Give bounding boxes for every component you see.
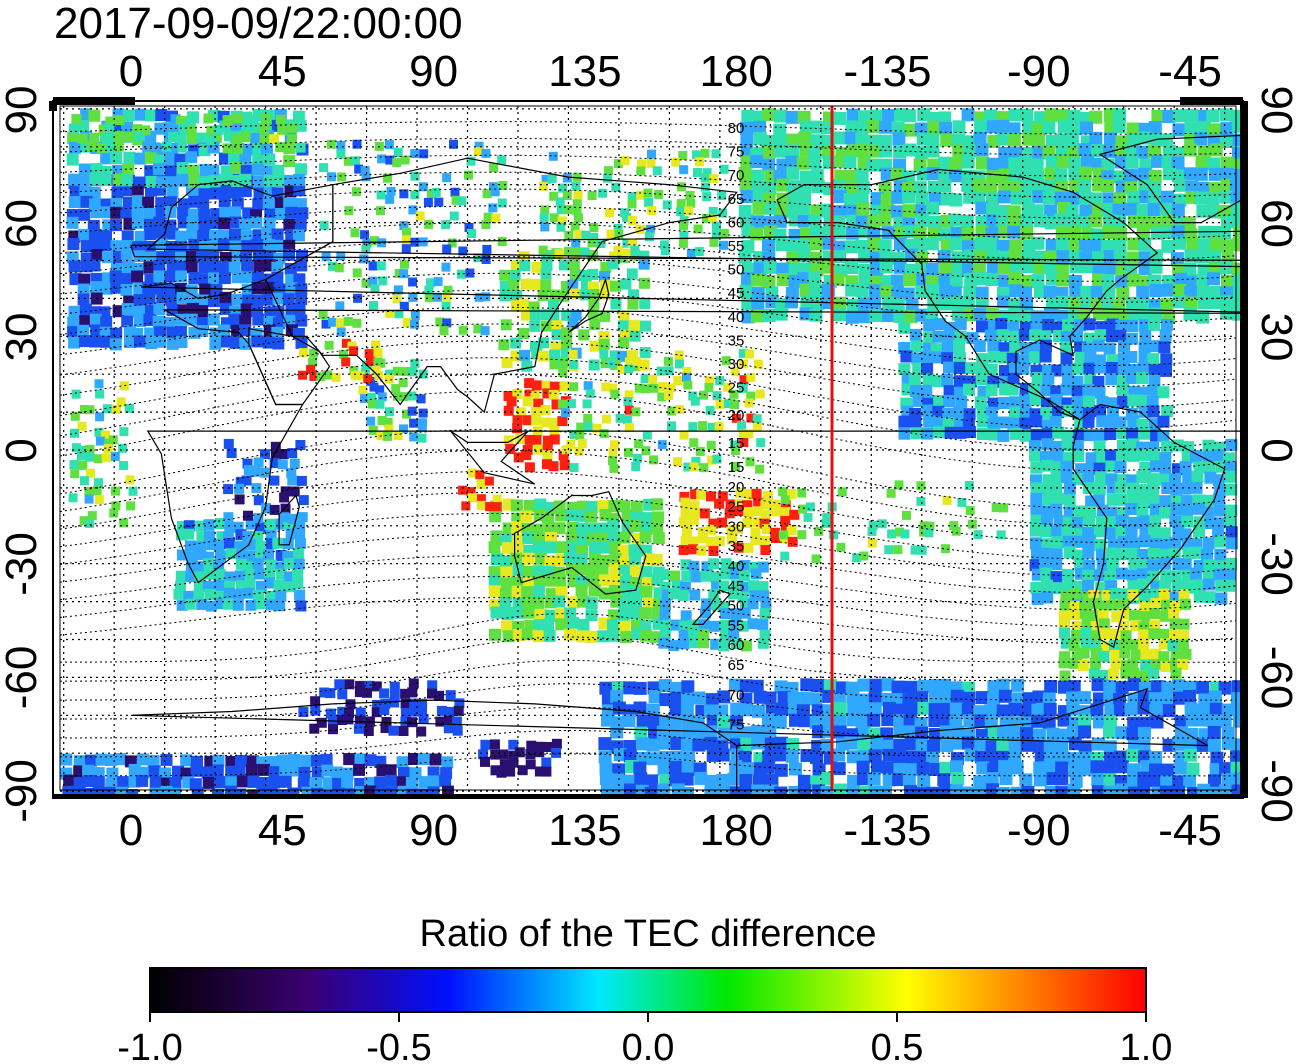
latitude-labels-right: 90 60 30 0 -30 -60 -90 bbox=[1252, 86, 1296, 823]
bottom-axis-bar bbox=[53, 794, 1243, 799]
latitude-label-right: 90 bbox=[1252, 86, 1296, 135]
longitude-label-bottom: -45 bbox=[1158, 806, 1222, 855]
coastlines bbox=[130, 134, 1243, 792]
magnetic-latitude-label: 70 bbox=[728, 167, 745, 184]
latitude-label-right: -30 bbox=[1252, 532, 1296, 596]
latitude-label-right: -60 bbox=[1252, 646, 1296, 710]
latitude-label-right: -90 bbox=[1252, 759, 1296, 823]
magnetic-latitude-label: 45 bbox=[728, 285, 745, 302]
latitude-label-right: 60 bbox=[1252, 199, 1296, 248]
longitude-label-top: 180 bbox=[699, 47, 772, 96]
colorbar-tick-label: 0.5 bbox=[871, 1027, 924, 1064]
longitude-label-top: -45 bbox=[1158, 47, 1222, 96]
latitude-label-left: 30 bbox=[0, 313, 46, 362]
magnetic-latitude-label: 55 bbox=[728, 617, 745, 634]
magnetic-latitude-label: 30 bbox=[728, 356, 745, 373]
magnetic-latitude-label: 50 bbox=[728, 262, 745, 279]
magnetic-latitude-label: 20 bbox=[728, 479, 745, 496]
magnetic-latitude-label: 80 bbox=[728, 120, 745, 137]
longitude-labels-bottom: 0 45 90 135 180 -135 -90 -45 bbox=[119, 806, 1222, 855]
magnetic-latitude-label: 30 bbox=[728, 518, 745, 535]
longitude-label-bottom: 45 bbox=[258, 806, 307, 855]
lat-lon-grid bbox=[60, 106, 1236, 792]
magnetic-latitude-label: 25 bbox=[728, 499, 745, 516]
latitude-labels-left: 90 60 30 0 -30 -60 -90 bbox=[0, 86, 46, 823]
colorbar-tick-label: -1.0 bbox=[117, 1027, 182, 1064]
top-axis-bar-right bbox=[1180, 97, 1243, 105]
magnetic-latitude-label: 60 bbox=[728, 637, 745, 654]
longitude-labels-top: 0 45 90 135 180 -135 -90 -45 bbox=[119, 47, 1222, 96]
latitude-label-left: 90 bbox=[0, 86, 46, 135]
colorbar-ticks: -1.0 -0.5 0.0 0.5 1.0 bbox=[117, 1012, 1172, 1064]
magnetic-latitude-label: 15 bbox=[728, 459, 745, 476]
magnetic-latitude-label: 20 bbox=[728, 407, 745, 424]
latitude-label-left: -90 bbox=[0, 759, 46, 823]
map-timestamp: 2017-09-09/22:00:00 bbox=[54, 0, 463, 48]
longitude-label-bottom: 0 bbox=[119, 806, 143, 855]
longitude-label-top: -90 bbox=[1007, 47, 1071, 96]
latitude-label-left: -30 bbox=[0, 532, 46, 596]
top-axis-bar-left bbox=[53, 97, 135, 105]
map-panel: 80 75 70 65 60 55 50 45 40 35 30 25 20 15 15 20 25 30 35 40… bbox=[49, 97, 1248, 799]
latitude-label-right: 30 bbox=[1252, 313, 1296, 362]
magnetic-latitude-label: 25 bbox=[728, 380, 745, 397]
magnetic-latitude-label: 70 bbox=[728, 687, 745, 704]
longitude-label-bottom: -90 bbox=[1007, 806, 1071, 855]
right-axis-bar bbox=[1240, 101, 1248, 798]
longitude-label-top: 0 bbox=[119, 47, 143, 96]
latitude-label-left: 0 bbox=[0, 438, 46, 462]
longitude-label-top: 135 bbox=[548, 47, 621, 96]
magnetic-latitude-label: 60 bbox=[728, 214, 745, 231]
colorbar-title: Ratio of the TEC difference bbox=[420, 913, 877, 955]
magnetic-latitude-label: 75 bbox=[728, 717, 745, 734]
magnetic-latitude-label: 15 bbox=[728, 435, 745, 452]
magnetic-latitude-label: 40 bbox=[728, 309, 745, 326]
longitude-label-bottom: 90 bbox=[409, 806, 458, 855]
longitude-label-bottom: 180 bbox=[699, 806, 772, 855]
latitude-label-right: 0 bbox=[1252, 438, 1296, 462]
map-frame-inner bbox=[59, 105, 1237, 791]
latitude-label-left: -60 bbox=[0, 646, 46, 710]
colorbar-tick-label: -0.5 bbox=[366, 1027, 431, 1064]
colorbar-tick-label: 1.0 bbox=[1120, 1027, 1173, 1064]
left-axis-bar-top bbox=[49, 101, 57, 111]
magnetic-latitude-label: 35 bbox=[728, 538, 745, 555]
magnetic-latitude-label: 65 bbox=[728, 657, 745, 674]
magnetic-latitude-label: 55 bbox=[728, 238, 745, 255]
magnetic-latitude-label: 75 bbox=[728, 144, 745, 161]
longitude-label-bottom: 135 bbox=[548, 806, 621, 855]
colorbar-tick-label: 0.0 bbox=[622, 1027, 675, 1064]
longitude-label-top: -135 bbox=[843, 47, 931, 96]
longitude-label-top: 90 bbox=[409, 47, 458, 96]
magnetic-latitude-label: 50 bbox=[728, 598, 745, 615]
magnetic-latitude-label: 40 bbox=[728, 558, 745, 575]
magnetic-latitude-label: 65 bbox=[728, 191, 745, 208]
longitude-label-top: 45 bbox=[258, 47, 307, 96]
longitude-label-bottom: -135 bbox=[843, 806, 931, 855]
magnetic-latitude-label: 45 bbox=[728, 578, 745, 595]
magnetic-latitude-label: 35 bbox=[728, 332, 745, 349]
colorbar: Ratio of the TEC difference -1.0 -0.5 0.0 0… bbox=[117, 913, 1172, 1064]
colorbar-gradient bbox=[149, 967, 1147, 1013]
latitude-label-left: 60 bbox=[0, 199, 46, 248]
